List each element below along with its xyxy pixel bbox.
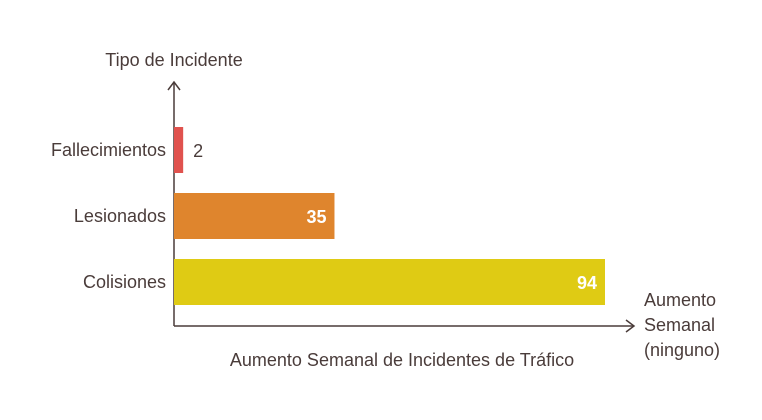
- bar-lesionados: [174, 193, 335, 239]
- value-label-fallecimientos: 2: [193, 141, 203, 161]
- y-axis-arrowhead: [167, 80, 181, 91]
- bar-fallecimientos: [174, 127, 184, 173]
- x-axis-arrowhead: [625, 319, 636, 333]
- y-axis-title: Tipo de Incidente: [105, 50, 242, 70]
- x-axis-title-line-1: Aumento: [644, 290, 716, 310]
- bar-colisiones: [174, 259, 605, 305]
- value-label-lesionados: 35: [306, 207, 326, 227]
- chart-title: Aumento Semanal de Incidentes de Tráfico: [230, 350, 574, 370]
- category-label-fallecimientos: Fallecimientos: [51, 140, 166, 160]
- x-axis-title-line-2: Semanal: [644, 315, 715, 335]
- value-label-colisiones: 94: [577, 273, 597, 293]
- x-axis-title-line-3: (ninguno): [644, 340, 720, 360]
- category-label-lesionados: Lesionados: [74, 206, 166, 226]
- bars-group: Fallecimientos 2 Lesionados 35 Colisiones 94: [51, 127, 605, 305]
- category-label-colisiones: Colisiones: [83, 272, 166, 292]
